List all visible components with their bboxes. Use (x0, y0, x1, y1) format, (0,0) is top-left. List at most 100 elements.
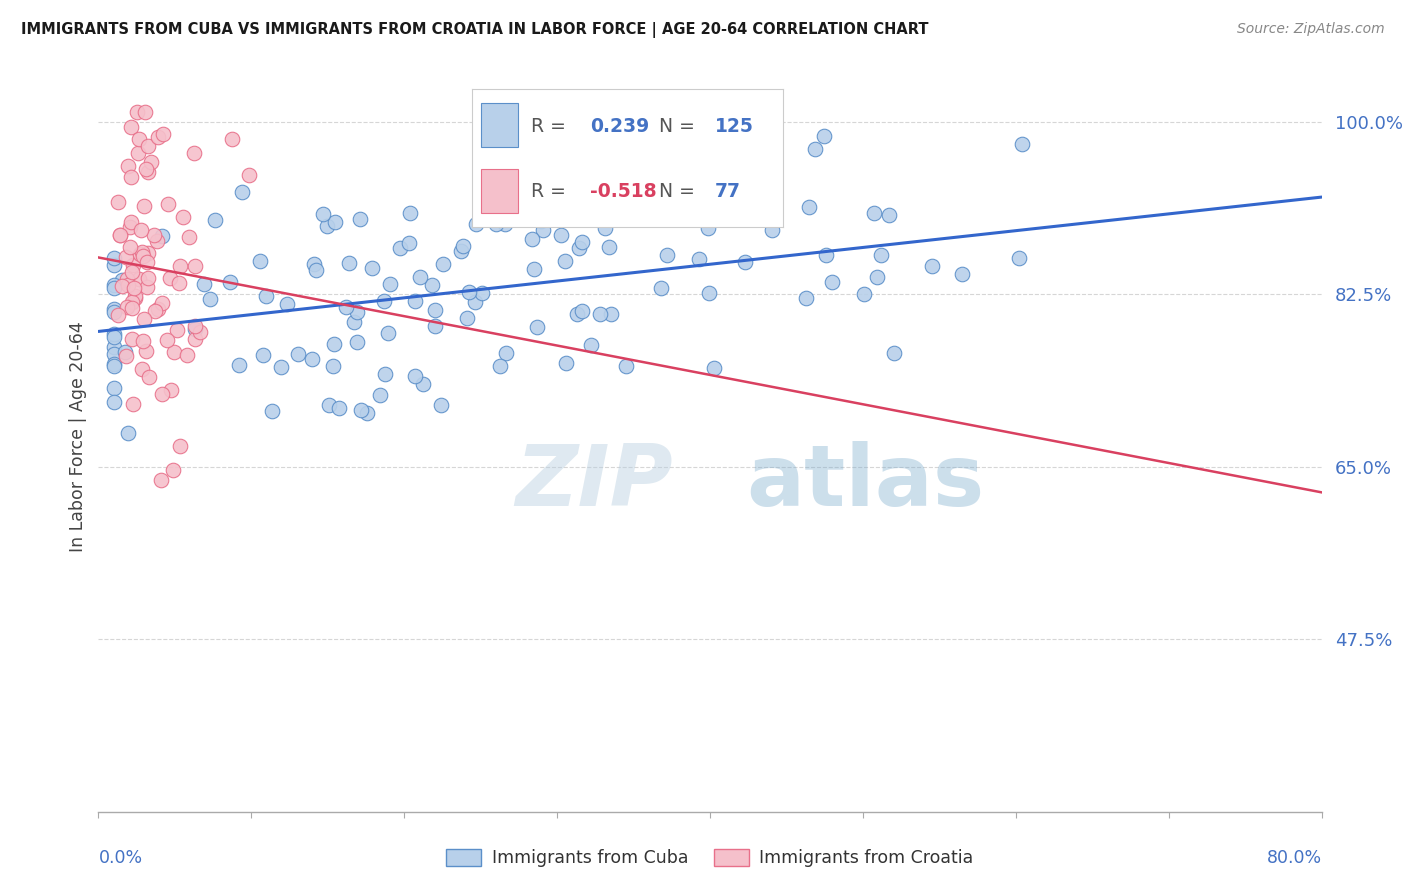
Point (883, 346, 905, 360)
Point (169, 259, 191, 273)
Point (221, 131, 243, 145)
Point (368, 388, 391, 402)
Point (103, 347, 125, 361)
Point (184, 332, 207, 346)
Point (121, 265, 143, 279)
Point (149, 473, 172, 487)
Point (921, 259, 943, 273)
Point (146, 235, 169, 249)
Point (157, 197, 180, 211)
Point (412, 376, 434, 391)
Text: ZIP: ZIP (516, 441, 673, 524)
Point (177, 229, 200, 244)
Text: 0.0%: 0.0% (98, 849, 142, 867)
Point (510, 211, 533, 226)
Point (128, 247, 150, 261)
Point (117, 278, 139, 293)
Point (134, 199, 156, 213)
Point (146, 301, 169, 316)
Point (132, 249, 155, 263)
Point (797, 200, 820, 214)
Point (238, 168, 260, 182)
Point (598, 240, 620, 254)
Point (103, 327, 125, 342)
Point (121, 120, 143, 134)
Point (150, 296, 173, 310)
Point (1011, 137, 1033, 152)
Point (103, 301, 125, 316)
Point (643, 198, 665, 212)
Point (103, 278, 125, 293)
Point (377, 326, 399, 341)
Point (568, 241, 591, 255)
Point (374, 367, 396, 381)
Point (346, 304, 368, 318)
Legend: Immigrants from Cuba, Immigrants from Croatia: Immigrants from Cuba, Immigrants from Cr… (440, 842, 980, 874)
Point (111, 278, 134, 293)
Point (128, 272, 150, 286)
Point (526, 320, 548, 334)
Point (270, 359, 292, 374)
Point (356, 406, 378, 420)
Point (114, 345, 136, 359)
Point (204, 213, 226, 227)
Point (184, 322, 207, 336)
Point (169, 439, 191, 453)
Point (117, 272, 139, 286)
Point (103, 339, 125, 353)
Point (734, 254, 756, 268)
Point (103, 394, 125, 409)
Point (489, 359, 512, 373)
Point (520, 232, 543, 246)
Point (315, 219, 337, 233)
Point (650, 280, 672, 294)
Point (531, 223, 554, 237)
Point (495, 346, 517, 360)
Point (231, 185, 253, 199)
Point (579, 338, 602, 352)
Point (276, 297, 298, 311)
Point (162, 463, 184, 477)
Point (188, 326, 211, 340)
Point (198, 292, 221, 306)
Point (121, 295, 143, 310)
Point (530, 214, 553, 228)
Point (485, 217, 508, 231)
Point (471, 285, 494, 300)
Point (120, 170, 142, 185)
Point (172, 211, 194, 225)
Point (350, 403, 373, 417)
Point (141, 155, 163, 169)
Point (349, 211, 371, 226)
Point (159, 271, 181, 285)
Point (124, 292, 146, 306)
Point (863, 205, 886, 219)
Point (950, 267, 973, 281)
Text: Source: ZipAtlas.com: Source: ZipAtlas.com (1237, 22, 1385, 37)
Point (409, 270, 432, 285)
Point (657, 248, 679, 262)
Point (176, 348, 198, 362)
Point (571, 304, 593, 318)
Point (562, 197, 585, 211)
Point (121, 258, 143, 272)
Point (373, 293, 395, 308)
Point (567, 308, 589, 322)
Point (614, 359, 637, 373)
Point (380, 277, 402, 292)
Point (399, 206, 422, 220)
Point (318, 398, 340, 412)
Point (103, 357, 125, 371)
Point (404, 368, 426, 383)
Point (794, 291, 817, 305)
Point (451, 239, 474, 253)
Point (254, 289, 277, 303)
Point (404, 293, 426, 308)
Point (117, 425, 139, 440)
Point (135, 280, 157, 294)
Text: 80.0%: 80.0% (1267, 849, 1322, 867)
Point (122, 281, 145, 295)
Point (131, 361, 153, 376)
Point (432, 257, 454, 271)
Point (120, 215, 142, 229)
